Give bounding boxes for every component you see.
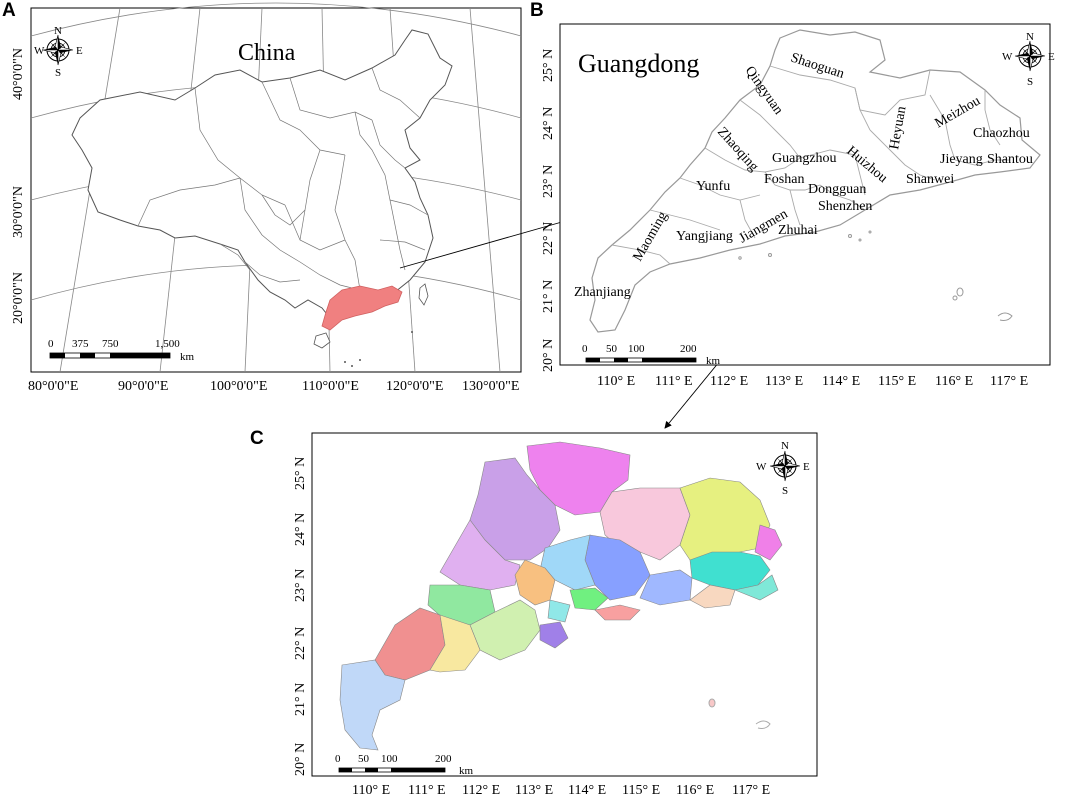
city-yunfu: Yunfu <box>696 179 730 194</box>
panel-b-title: Guangdong <box>578 49 699 78</box>
panel-a-lon-110: 110°0'0"E <box>302 379 359 394</box>
panel-c-scale-unit: km <box>459 765 474 777</box>
panel-c-lat-22: 22° N <box>293 627 308 660</box>
panel-c-lon-111: 111° E <box>408 783 446 798</box>
panel-c-lon-115: 115° E <box>622 783 660 798</box>
panel-c-lat-20: 20° N <box>293 743 308 776</box>
panel-a-compass-s: S <box>55 67 61 79</box>
panel-b-compass-s: S <box>1027 76 1033 88</box>
panel-a-lat-20: 20°0'0"N <box>11 272 26 324</box>
panel-b-lon-110: 110° E <box>597 374 635 389</box>
panel-c-scale-50: 50 <box>358 753 370 765</box>
panel-b-lon-111: 111° E <box>655 374 693 389</box>
panel-c-lon-114: 114° E <box>568 783 606 798</box>
panel-a-map: N S E W China 0 375 750 1,500 km 80°0'0"… <box>11 2 522 394</box>
city-shantou: Shantou <box>987 152 1033 167</box>
panel-c-lon-116: 116° E <box>676 783 714 798</box>
panel-b-label: B <box>530 0 544 21</box>
panel-c-lon-110: 110° E <box>352 783 390 798</box>
panel-c-map: N S E W 0 50 100 200 km 110° E 111° E 11… <box>293 432 818 798</box>
panel-a-scale-750: 750 <box>102 338 119 350</box>
panel-c-scale-bar: 0 50 100 200 km <box>335 753 474 777</box>
panel-b-scale-0: 0 <box>582 343 588 355</box>
panel-b-compass-e: E <box>1048 51 1055 63</box>
panel-a-lon-130: 130°0'0"E <box>462 379 519 394</box>
panel-b-lat-25: 25° N <box>541 49 556 82</box>
panel-c-scale-100: 100 <box>381 753 398 765</box>
panel-b-map: Guangdong N S E W Shaoguan Qingyuan Heyu… <box>541 23 1055 389</box>
panel-a-scale-1500: 1,500 <box>155 338 180 350</box>
panel-b-lat-20: 20° N <box>541 339 556 372</box>
panel-c-lat-24: 24° N <box>293 513 308 546</box>
panel-b-lon-115: 115° E <box>878 374 916 389</box>
panel-c-lon-112: 112° E <box>462 783 500 798</box>
panel-a-lon-100: 100°0'0"E <box>210 379 267 394</box>
city-zhuhai: Zhuhai <box>778 223 818 238</box>
panel-c-compass-n: N <box>781 440 789 452</box>
panel-c-compass-e: E <box>803 461 810 473</box>
panel-a-lon-90: 90°0'0"E <box>118 379 168 394</box>
panel-c-scale-200: 200 <box>435 753 452 765</box>
panel-b-scale-50: 50 <box>606 343 618 355</box>
panel-a-scale-0: 0 <box>48 338 54 350</box>
city-zhanjiang: Zhanjiang <box>574 285 631 300</box>
panel-b-lat-24: 24° N <box>541 107 556 140</box>
panel-b-scale-100: 100 <box>628 343 645 355</box>
panel-a-lat-40: 40°0'0"N <box>11 48 26 100</box>
panel-c-lat-25: 25° N <box>293 457 308 490</box>
city-chaozhou: Chaozhou <box>973 126 1030 141</box>
panel-a-scale-unit: km <box>180 351 195 363</box>
panel-a-compass-n: N <box>54 25 62 37</box>
panel-a-lon-120: 120°0'0"E <box>386 379 443 394</box>
city-yangjiang: Yangjiang <box>676 229 733 244</box>
panel-c-lon-117: 117° E <box>732 783 770 798</box>
panel-a-compass-w: W <box>34 45 45 57</box>
panel-b-lon-112: 112° E <box>710 374 748 389</box>
city-guangzhou: Guangzhou <box>772 151 837 166</box>
panel-b-lat-22: 22° N <box>541 222 556 255</box>
panel-b-compass-n: N <box>1026 31 1034 43</box>
city-dongguan: Dongguan <box>808 182 866 197</box>
city-foshan: Foshan <box>764 172 804 187</box>
panel-c-label: C <box>250 428 264 449</box>
city-jieyang: Jieyang <box>940 152 983 167</box>
city-shenzhen: Shenzhen <box>818 199 872 214</box>
panel-a-title: China <box>238 40 296 66</box>
panel-c-lat-21: 21° N <box>293 683 308 716</box>
panel-a-label: A <box>2 0 16 21</box>
panel-b-lon-114: 114° E <box>822 374 860 389</box>
panel-b-lon-113: 113° E <box>765 374 803 389</box>
panel-c-lat-23: 23° N <box>293 569 308 602</box>
panel-a-lat-30: 30°0'0"N <box>11 186 26 238</box>
panel-b-compass-w: W <box>1002 51 1013 63</box>
panel-a-compass-e: E <box>76 45 83 57</box>
panel-b-scale-200: 200 <box>680 343 697 355</box>
panel-b-scale-bar: 0 50 100 200 km <box>582 343 721 367</box>
city-heyuan-rot: Heyuan <box>887 105 909 150</box>
panel-c-compass-w: W <box>756 461 767 473</box>
panel-c-compass-s: S <box>782 485 788 497</box>
panel-c-lon-113: 113° E <box>515 783 553 798</box>
panel-a-scale-bar: 0 375 750 1,500 km <box>48 338 195 363</box>
panel-b-lat-21: 21° N <box>541 280 556 313</box>
panel-b-lon-116: 116° E <box>935 374 973 389</box>
panel-b-scale-unit: km <box>706 355 721 367</box>
panel-c-scale-0: 0 <box>335 753 341 765</box>
arrow-a-to-b <box>399 212 591 269</box>
panel-b-lon-117: 117° E <box>990 374 1028 389</box>
panel-a-lon-80: 80°0'0"E <box>28 379 78 394</box>
panel-b-lat-23: 23° N <box>541 165 556 198</box>
city-shanwei: Shanwei <box>906 172 954 187</box>
panel-a-scale-375: 375 <box>72 338 89 350</box>
